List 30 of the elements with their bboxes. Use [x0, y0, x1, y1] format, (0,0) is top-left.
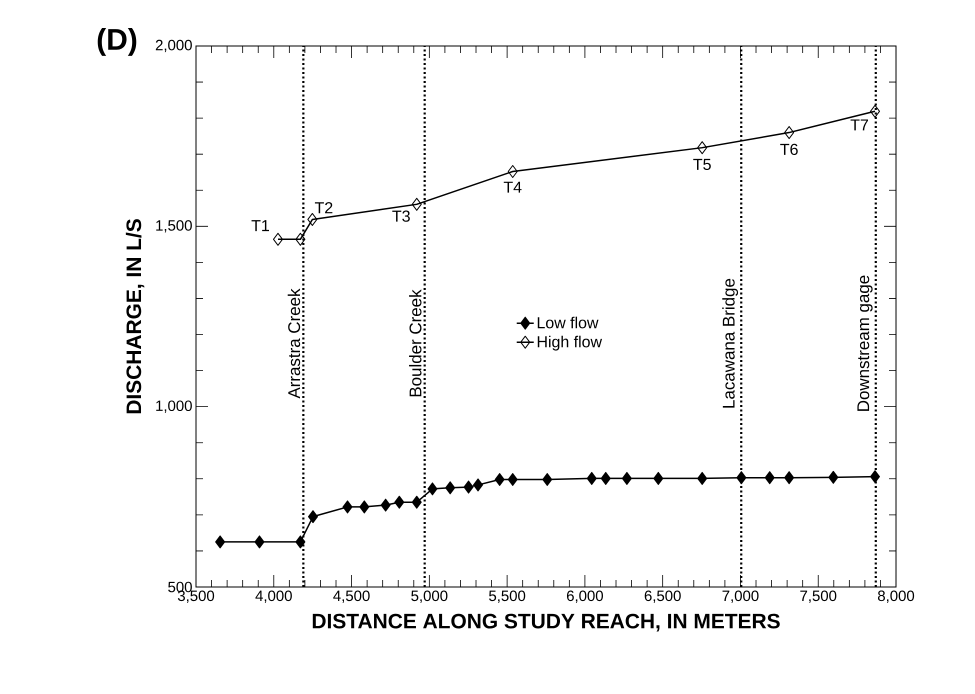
x-tick-label: 8,000 — [878, 590, 914, 603]
y-tick-label: 1,000 — [156, 400, 192, 413]
legend-label: High flow — [538, 336, 602, 351]
annotation: T4 — [504, 182, 522, 193]
y-tick-label: 1,500 — [156, 220, 192, 232]
ref-line-label: Boulder Creek — [409, 289, 422, 396]
x-tick-label: 4,000 — [255, 590, 292, 603]
chart-title: (D) — [98, 28, 136, 56]
annotation: T2 — [314, 202, 332, 214]
ref-line-label: Downstream gage — [857, 276, 873, 411]
annotation: T7 — [850, 119, 868, 130]
x-tick-label: 7,500 — [800, 590, 836, 603]
ref-line-label: Arrastra Creek — [288, 288, 300, 399]
x-tick-label: 4,500 — [333, 590, 370, 603]
x-tick-label: 3,500 — [178, 590, 214, 603]
y-tick-label: 500 — [168, 582, 192, 592]
legend-label: Low flow — [538, 316, 599, 328]
x-tick-label: 6,000 — [566, 590, 603, 603]
annotation: T5 — [693, 158, 711, 170]
x-tick-label: 6,500 — [644, 590, 681, 603]
x-tick-label: 7,000 — [722, 590, 759, 603]
ref-line-label: Lacawana Bridge — [722, 278, 738, 408]
x-tick-label: 5,500 — [489, 590, 526, 603]
annotation: T1 — [252, 220, 269, 232]
y-tick-label: 2,000 — [156, 40, 192, 52]
annotation: T3 — [392, 210, 410, 222]
y-axis-title: DISCHARGE, IN L/S — [126, 219, 144, 414]
x-axis-title: DISTANCE ALONG STUDY REACH, IN METERS — [312, 614, 780, 632]
annotation: T6 — [780, 144, 798, 156]
x-tick-label: 5,000 — [411, 590, 448, 603]
